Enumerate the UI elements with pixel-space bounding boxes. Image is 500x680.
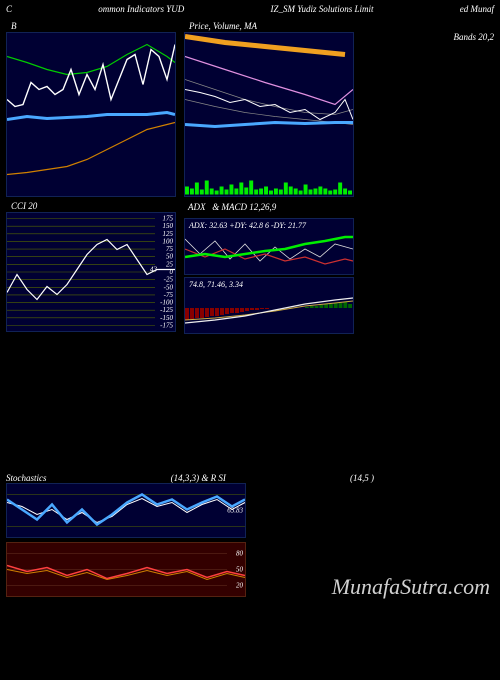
panel-b-title: B — [7, 19, 21, 33]
svg-text:80: 80 — [236, 550, 244, 558]
watermark: MunafaSutra.com — [332, 574, 490, 600]
bands-title: Bands 20,2 — [362, 32, 494, 42]
panel-cci-title: CCI 20 — [7, 199, 41, 213]
panel-price-title: Price, Volume, MA — [185, 19, 261, 33]
panel-b: B — [6, 32, 176, 197]
svg-text:20: 20 — [236, 582, 244, 590]
svg-text:50: 50 — [236, 566, 244, 574]
panel-price: Price, Volume, MA — [184, 32, 354, 197]
panel-b-svg — [7, 33, 175, 196]
panel-cci: CCI 20 1751501251007550250-25-50-75-100-… — [6, 212, 176, 332]
panel-cci-svg: 1751501251007550250-25-50-75-100-125-150… — [7, 213, 175, 331]
panel-bands-label: Bands 20,2 — [362, 32, 494, 188]
panel-price-svg — [185, 33, 353, 196]
stoch-title-mid: (14,3,3) & R SI — [171, 473, 226, 483]
panel-rsi-svg: 80 50 20 — [7, 543, 245, 596]
hdr-mid1: ommon Indicators YUD — [98, 4, 184, 18]
stoch-title-left: Stochastics — [6, 473, 47, 483]
page-header: C ommon Indicators YUD IZ_SM Yudiz Solut… — [0, 0, 500, 18]
panel-stoch-svg: 63.83 — [7, 484, 245, 537]
hdr-right: ed Munaf — [460, 4, 494, 18]
panel-adx-macd-title: ADX & MACD 12,26,9 — [184, 200, 354, 204]
macd-label: 74.8, 71.46, 3.34 — [189, 280, 243, 289]
hdr-mid2: IZ_SM Yudiz Solutions Limit — [271, 4, 374, 18]
panel-rsi: 80 50 20 — [6, 542, 246, 597]
panel-macd: 74.8, 71.46, 3.34 — [184, 277, 354, 334]
svg-text:43: 43 — [150, 266, 158, 274]
stoch-titles: Stochastics (14,3,3) & R SI (14,5 ) — [6, 473, 494, 483]
adx-label: ADX: 32.63 +DY: 42.8 6 -DY: 21.77 — [189, 221, 306, 230]
panel-adx: ADX: 32.63 +DY: 42.8 6 -DY: 21.77 — [184, 218, 354, 275]
svg-text:63.83: 63.83 — [227, 507, 243, 515]
panel-stoch: 63.83 — [6, 483, 246, 538]
svg-text:-175: -175 — [160, 322, 173, 330]
stoch-title-right: (14,5 ) — [350, 473, 374, 483]
hdr-left: C — [6, 4, 12, 18]
